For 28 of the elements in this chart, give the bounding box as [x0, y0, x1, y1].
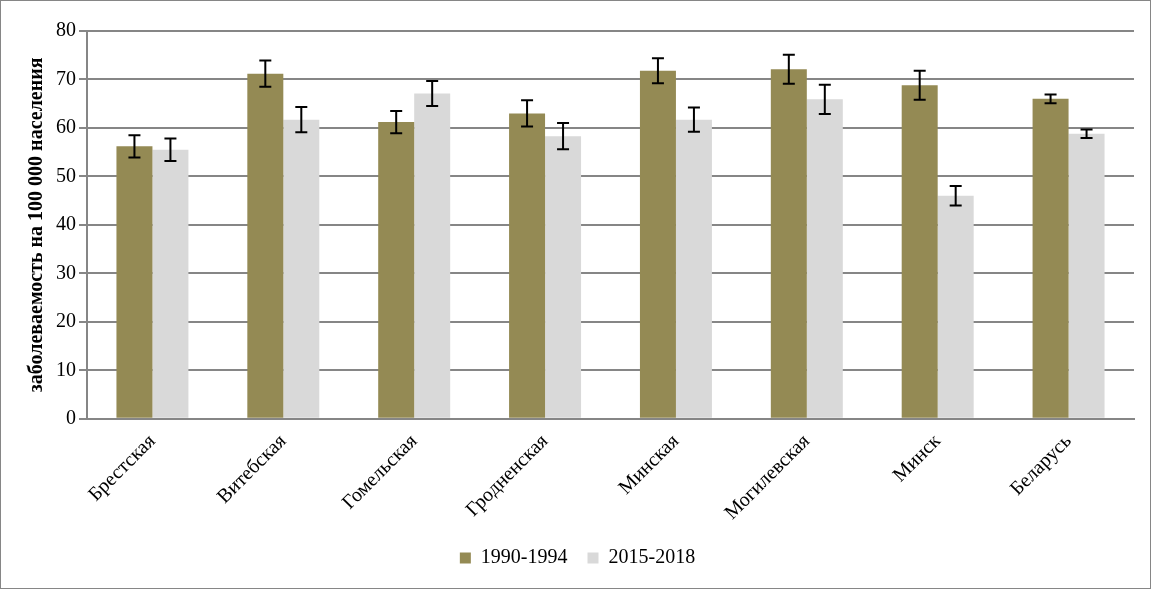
y-tick-label: 20: [56, 309, 76, 332]
y-tick-label: 60: [56, 115, 76, 138]
y-tick-label: 40: [56, 212, 76, 235]
y-tick-label: 30: [56, 260, 76, 283]
bar: [675, 119, 712, 418]
bar: [509, 113, 546, 418]
y-tick-label: 70: [56, 66, 76, 89]
bar: [1032, 98, 1069, 418]
y-tick-label: 0: [66, 405, 76, 428]
bar: [283, 119, 320, 418]
legend-label: 1990-1994: [480, 545, 568, 568]
y-tick-label: 50: [56, 163, 76, 186]
bar: [901, 85, 938, 418]
bar: [545, 136, 582, 418]
bar: [378, 122, 415, 418]
bar: [937, 195, 974, 418]
y-tick-label: 80: [56, 18, 76, 41]
y-axis-title: заболеваемость на 100 000 населения: [24, 57, 47, 393]
legend-label: 2015-2018: [608, 545, 696, 568]
bar: [1068, 133, 1105, 418]
bar: [639, 70, 676, 418]
y-tick-label: 10: [56, 357, 76, 380]
bar: [414, 93, 451, 418]
bar: [152, 149, 189, 418]
bar: [116, 146, 153, 418]
bar: [770, 69, 807, 418]
bar: [806, 99, 843, 418]
bar: [247, 73, 284, 418]
